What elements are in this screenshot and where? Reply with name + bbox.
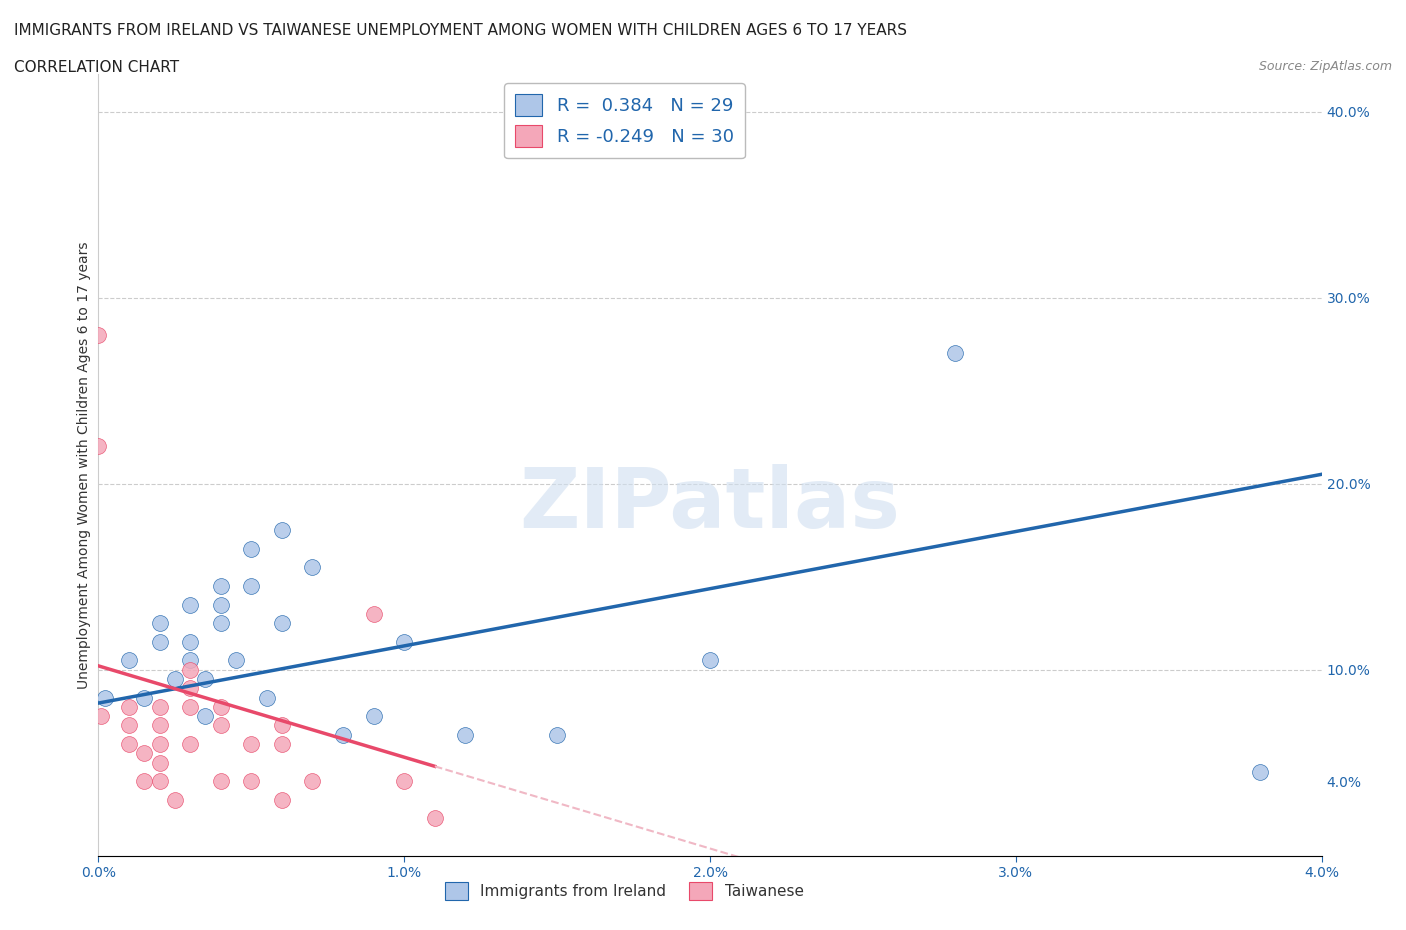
- Point: [332, 727, 354, 742]
- Point: [270, 718, 294, 733]
- Point: [240, 578, 263, 593]
- Point: [194, 671, 217, 686]
- Point: [149, 774, 172, 789]
- Y-axis label: Unemployment Among Women with Children Ages 6 to 17 years: Unemployment Among Women with Children A…: [77, 241, 91, 689]
- Point: [699, 653, 721, 668]
- Legend: Immigrants from Ireland, Taiwanese: Immigrants from Ireland, Taiwanese: [439, 876, 810, 907]
- Point: [149, 718, 172, 733]
- Point: [149, 634, 172, 649]
- Point: [423, 811, 446, 826]
- Point: [179, 634, 201, 649]
- Point: [134, 690, 156, 705]
- Point: [209, 578, 232, 593]
- Text: ZIPatlas: ZIPatlas: [520, 463, 900, 545]
- Point: [134, 746, 156, 761]
- Point: [363, 606, 385, 621]
- Point: [93, 690, 115, 705]
- Point: [301, 560, 323, 575]
- Point: [118, 737, 141, 751]
- Point: [209, 774, 232, 789]
- Point: [179, 737, 201, 751]
- Point: [179, 597, 201, 612]
- Point: [209, 699, 232, 714]
- Point: [392, 774, 416, 789]
- Point: [149, 699, 172, 714]
- Point: [392, 634, 416, 649]
- Point: [546, 727, 568, 742]
- Point: [87, 439, 110, 454]
- Point: [209, 616, 232, 631]
- Text: CORRELATION CHART: CORRELATION CHART: [14, 60, 179, 75]
- Point: [225, 653, 247, 668]
- Text: Source: ZipAtlas.com: Source: ZipAtlas.com: [1258, 60, 1392, 73]
- Point: [270, 737, 294, 751]
- Point: [943, 346, 966, 361]
- Point: [179, 653, 201, 668]
- Point: [118, 653, 141, 668]
- Point: [209, 597, 232, 612]
- Point: [454, 727, 477, 742]
- Point: [149, 755, 172, 770]
- Point: [270, 616, 294, 631]
- Point: [1249, 764, 1271, 779]
- Point: [163, 792, 186, 807]
- Point: [240, 541, 263, 556]
- Point: [179, 699, 201, 714]
- Point: [209, 718, 232, 733]
- Point: [87, 327, 110, 342]
- Point: [256, 690, 278, 705]
- Point: [179, 681, 201, 696]
- Point: [90, 709, 112, 724]
- Point: [240, 737, 263, 751]
- Point: [270, 792, 294, 807]
- Point: [270, 523, 294, 538]
- Point: [118, 699, 141, 714]
- Point: [301, 774, 323, 789]
- Point: [163, 671, 186, 686]
- Point: [149, 737, 172, 751]
- Point: [363, 709, 385, 724]
- Text: IMMIGRANTS FROM IRELAND VS TAIWANESE UNEMPLOYMENT AMONG WOMEN WITH CHILDREN AGES: IMMIGRANTS FROM IRELAND VS TAIWANESE UNE…: [14, 23, 907, 38]
- Point: [179, 662, 201, 677]
- Point: [134, 774, 156, 789]
- Point: [194, 709, 217, 724]
- Point: [240, 774, 263, 789]
- Point: [118, 718, 141, 733]
- Point: [149, 616, 172, 631]
